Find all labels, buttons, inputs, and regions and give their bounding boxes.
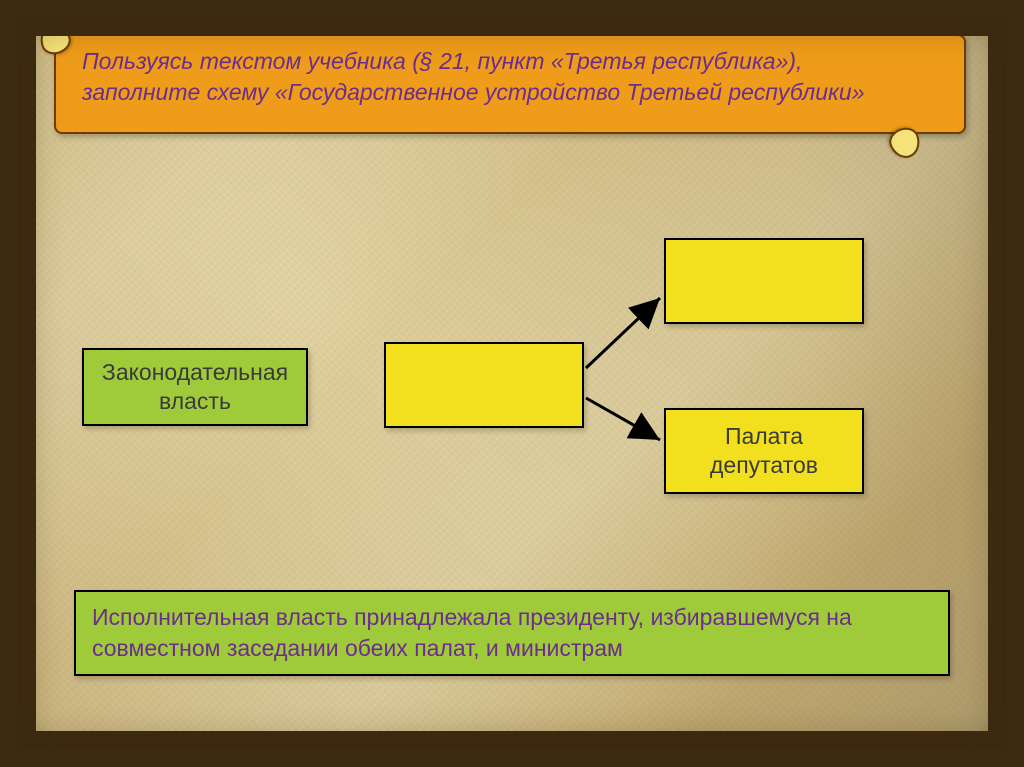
node-center — [384, 342, 584, 428]
node-top_right — [664, 238, 864, 324]
instruction-title-box: Пользуясь текстом учебника (§ 21, пункт … — [54, 34, 966, 134]
node-bottom_right-label: Палата депутатов — [676, 422, 852, 480]
slide: Пользуясь текстом учебника (§ 21, пункт … — [0, 0, 1024, 767]
footer-note-box: Исполнительная власть принадлежала прези… — [74, 590, 950, 676]
node-legislative: Законодательная власть — [82, 348, 308, 426]
arrow-1 — [586, 398, 660, 440]
node-legislative-label: Законодательная власть — [94, 358, 296, 416]
node-bottom_right: Палата депутатов — [664, 408, 864, 494]
arrow-0 — [586, 298, 660, 368]
footer-note-text: Исполнительная власть принадлежала прези… — [92, 604, 852, 661]
instruction-text: Пользуясь текстом учебника (§ 21, пункт … — [82, 46, 924, 108]
